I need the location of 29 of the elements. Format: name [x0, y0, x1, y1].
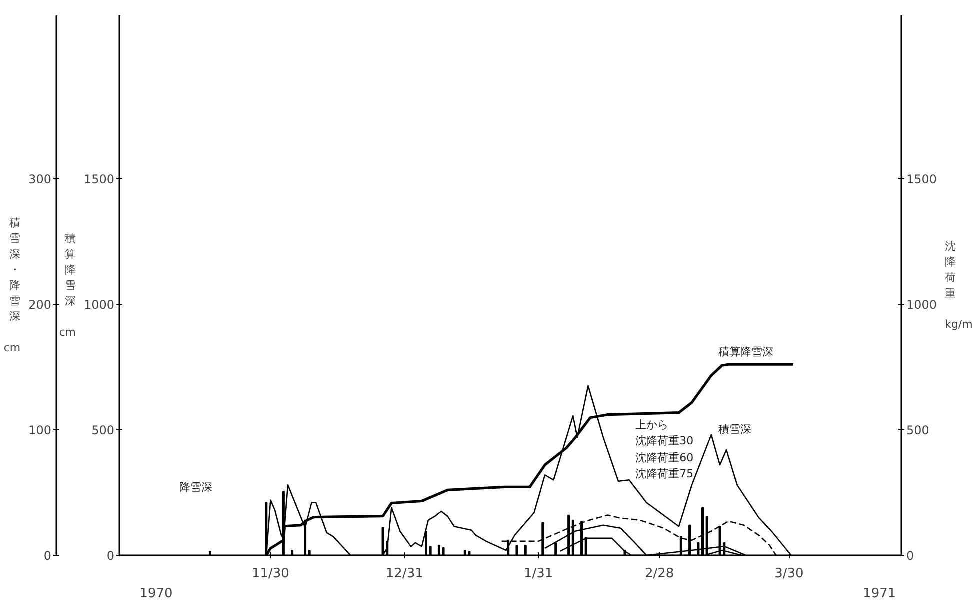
annotation: 上から: [636, 418, 669, 432]
y2-tick-label: 0: [106, 549, 115, 563]
x-tick-label: 11/30: [252, 566, 290, 582]
x-tick-label: 12/31: [386, 566, 424, 582]
y3-tick-label: 500: [906, 423, 930, 438]
annotation: 沈降荷重75: [636, 467, 694, 480]
annotation: 積雪深: [718, 423, 752, 436]
x-tick-label: 2/28: [644, 566, 674, 582]
y3-tick-label: 1500: [906, 172, 938, 186]
text: 1971: [863, 586, 896, 600]
y3-tick-label: 1000: [906, 298, 938, 312]
annotation: 積算降雪深: [718, 345, 774, 358]
y2-tick-label: 500: [92, 423, 114, 438]
annotation: 降雪深: [180, 480, 213, 494]
y-tick-label: 300: [28, 172, 52, 186]
text: 積算降雪深 cm: [59, 232, 76, 339]
y-tick-label: 100: [28, 423, 52, 438]
x-tick-label: 3/30: [774, 566, 804, 582]
y2-tick-label: 1000: [84, 298, 115, 312]
text: 沈降荷重 kg/m: [945, 240, 973, 331]
y2-tick-label: 1500: [84, 172, 115, 186]
annotation: 沈降荷重60: [636, 451, 694, 464]
annotation: 沈降荷重30: [636, 434, 694, 448]
y3-tick-label: 0: [906, 549, 914, 563]
y-tick-label: 200: [28, 298, 52, 312]
x-tick-label: 1/31: [524, 566, 554, 582]
text: 1970: [140, 586, 173, 600]
text: 積雪深・降雪深 cm: [4, 216, 21, 354]
y-tick-label: 0: [44, 549, 52, 563]
